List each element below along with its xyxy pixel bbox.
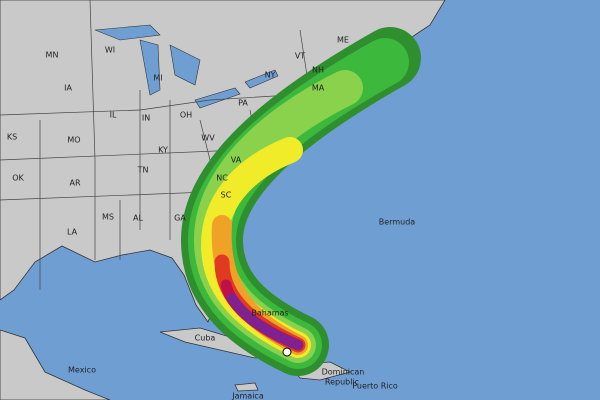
place-label: PA [238, 99, 248, 108]
place-label: Puerto Rico [352, 382, 398, 391]
place-label: WV [201, 134, 215, 143]
mexico [0, 329, 111, 400]
labels: MN WI MI IA IL IN OH PA NY VT NH ME MA KS MO KY WV VA OK AR… [7, 36, 415, 400]
place-label: Dominican [322, 368, 365, 377]
place-label: WI [105, 46, 115, 55]
place-label: TN [137, 166, 149, 175]
storm-center [282, 347, 292, 357]
place-label: GA [174, 214, 186, 223]
wind-swath [181, 27, 421, 376]
place-label: IN [142, 114, 150, 123]
place-label: IA [64, 84, 72, 93]
place-label: AL [133, 214, 143, 223]
place-label: MA [312, 84, 325, 93]
great-lakes [94, 24, 279, 109]
place-label: VA [231, 156, 242, 165]
jamaica [234, 382, 259, 392]
place-label: AR [69, 179, 80, 188]
place-label: KS [7, 133, 17, 142]
place-label: Bermuda [379, 218, 416, 227]
place-label: SC [221, 191, 232, 200]
place-label: OH [180, 111, 192, 120]
place-label: ME [337, 36, 349, 45]
place-label: NY [265, 71, 276, 80]
place-label: Bahamas [251, 309, 288, 318]
place-label: Cuba [195, 334, 216, 343]
place-label: KY [158, 146, 168, 155]
place-label: VT [295, 52, 305, 61]
place-label: NC [216, 174, 228, 183]
place-label: OK [12, 174, 24, 183]
place-label: IL [110, 111, 117, 120]
place-label: MI [153, 74, 162, 83]
place-label: Jamaica [231, 392, 264, 400]
place-label: Mexico [68, 366, 96, 375]
place-label: MN [46, 51, 59, 60]
place-label: LA [67, 228, 78, 237]
place-label: Republic [325, 378, 359, 387]
place-label: MS [102, 213, 114, 222]
place-label: MO [67, 136, 80, 145]
place-label: NH [312, 66, 324, 75]
